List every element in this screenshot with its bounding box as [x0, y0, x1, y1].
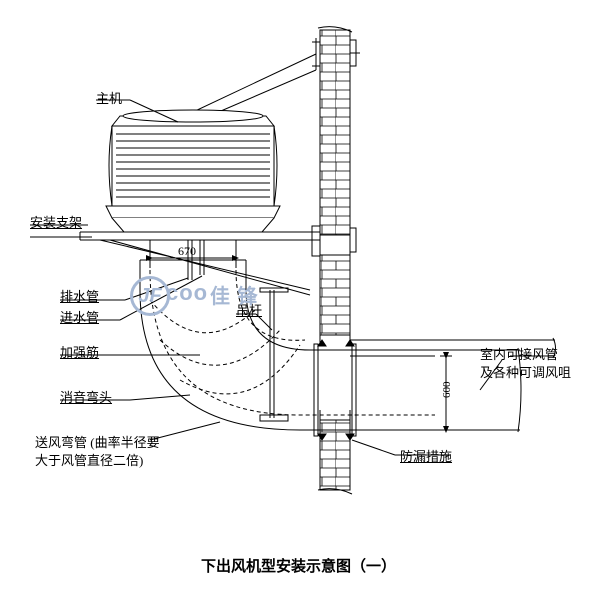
diagram-canvas: 670 600 主机 安装支架 排水管 进水管 加强筋 消音弯头 送风弯管 (曲…	[0, 0, 597, 595]
label-main-unit: 主机	[96, 88, 122, 107]
watermark-circle: JF	[130, 276, 170, 316]
label-bracket: 安装支架	[30, 212, 82, 231]
ribs	[150, 300, 300, 394]
wall-upper	[320, 30, 350, 235]
label-inlet: 进水管	[60, 307, 99, 326]
dim-600-text: 600	[441, 381, 453, 398]
label-leak: 防漏措施	[400, 446, 452, 465]
hanger-rod	[260, 288, 288, 421]
label-indoor-l1: 室内可接风管	[480, 344, 558, 363]
label-indoor-l2: 及各种可调风咀	[480, 362, 571, 381]
dim-670-text: 670	[178, 244, 196, 258]
label-silencer: 消音弯头	[60, 387, 112, 406]
label-rib: 加强筋	[60, 342, 99, 361]
wall-mid	[320, 255, 350, 335]
label-bend-l2: 大于风管直径二倍)	[35, 450, 143, 469]
watermark-en: coo	[166, 280, 208, 306]
main-unit	[106, 110, 280, 232]
label-bend-l1: 送风弯管 (曲率半径要	[35, 432, 160, 451]
label-drain: 排水管	[60, 286, 99, 305]
watermark-cn: 佳 锋	[210, 280, 259, 309]
diagram-title: 下出风机型安装示意图（一）	[0, 555, 597, 576]
